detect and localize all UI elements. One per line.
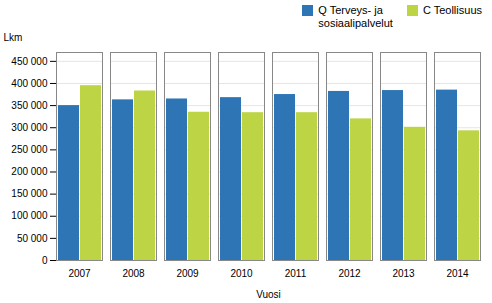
svg-text:150 000: 150 000 [11,188,48,199]
svg-text:450 000: 450 000 [11,56,48,67]
svg-text:350 000: 350 000 [11,100,48,111]
svg-text:2014: 2014 [446,268,469,279]
svg-text:0: 0 [42,255,48,266]
svg-text:200 000: 200 000 [11,166,48,177]
svg-text:2009: 2009 [176,268,199,279]
svg-text:250 000: 250 000 [11,144,48,155]
svg-text:2010: 2010 [230,268,253,279]
html-text:Q Terveys- ja sosiaalipalvelut: Q Terveys- ja sosiaalipalvelut [318,4,393,29]
svg-text:300 000: 300 000 [11,122,48,133]
svg-text:50 000: 50 000 [17,233,48,244]
svg-text:2011: 2011 [285,268,307,279]
svg-text:2013: 2013 [392,268,415,279]
html-text:C Teollisuus: C Teollisuus [422,4,482,16]
svg-text:2008: 2008 [122,268,145,279]
svg-text:2012: 2012 [338,268,361,279]
svg-text:100 000: 100 000 [11,210,48,221]
svg-text:Vuosi: Vuosi [256,289,281,300]
svg-text:Lkm: Lkm [4,32,23,43]
svg-text:400 000: 400 000 [11,78,48,89]
svg-text:2007: 2007 [68,268,91,279]
